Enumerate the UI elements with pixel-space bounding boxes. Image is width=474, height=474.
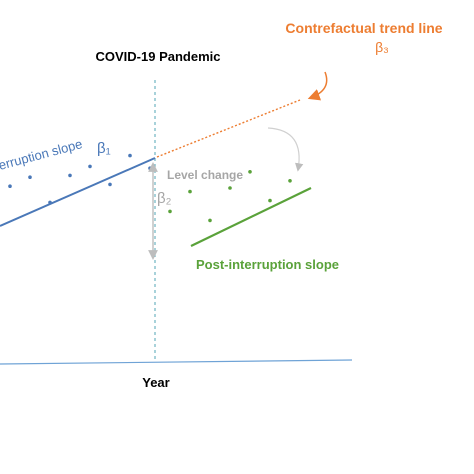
pre-point-5 xyxy=(88,164,92,169)
level-curve-arrow xyxy=(267,127,304,172)
level-change-coef: β₂ xyxy=(157,190,172,207)
post-point-6 xyxy=(268,198,272,203)
pre-point-6 xyxy=(108,182,112,187)
level-change-label: Level change xyxy=(167,168,243,182)
pre-point-4 xyxy=(68,173,72,178)
post-point-2 xyxy=(188,189,192,194)
post-point-1 xyxy=(168,209,172,214)
pre-point-2 xyxy=(28,175,32,179)
post-point-4 xyxy=(228,186,232,190)
post-slope-label: Post-interruption slope xyxy=(196,257,339,272)
x-axis-label: Year xyxy=(142,375,169,390)
counterfactual-arrow xyxy=(307,71,328,101)
pre-point-1 xyxy=(8,184,12,188)
post-point-3 xyxy=(208,218,212,223)
x-axis-line xyxy=(0,359,353,365)
counterfactual-label: Contrefactual trend line xyxy=(285,20,442,36)
post-data-points xyxy=(168,170,292,223)
pre-slope-label: erruption slope xyxy=(0,136,84,173)
post-trend-line xyxy=(190,187,312,247)
counterfactual-coef: β₃ xyxy=(375,39,389,55)
post-point-7 xyxy=(288,179,292,183)
pre-point-3 xyxy=(48,200,52,205)
event-label: COVID-19 Pandemic xyxy=(96,49,221,64)
pre-slope-coef: β₁ xyxy=(97,140,111,157)
pre-point-7 xyxy=(128,153,132,158)
pre-point-8 xyxy=(148,166,152,170)
counterfactual-trend-line xyxy=(156,99,301,158)
pre-trend-line xyxy=(0,157,156,227)
post-point-5 xyxy=(248,170,252,174)
